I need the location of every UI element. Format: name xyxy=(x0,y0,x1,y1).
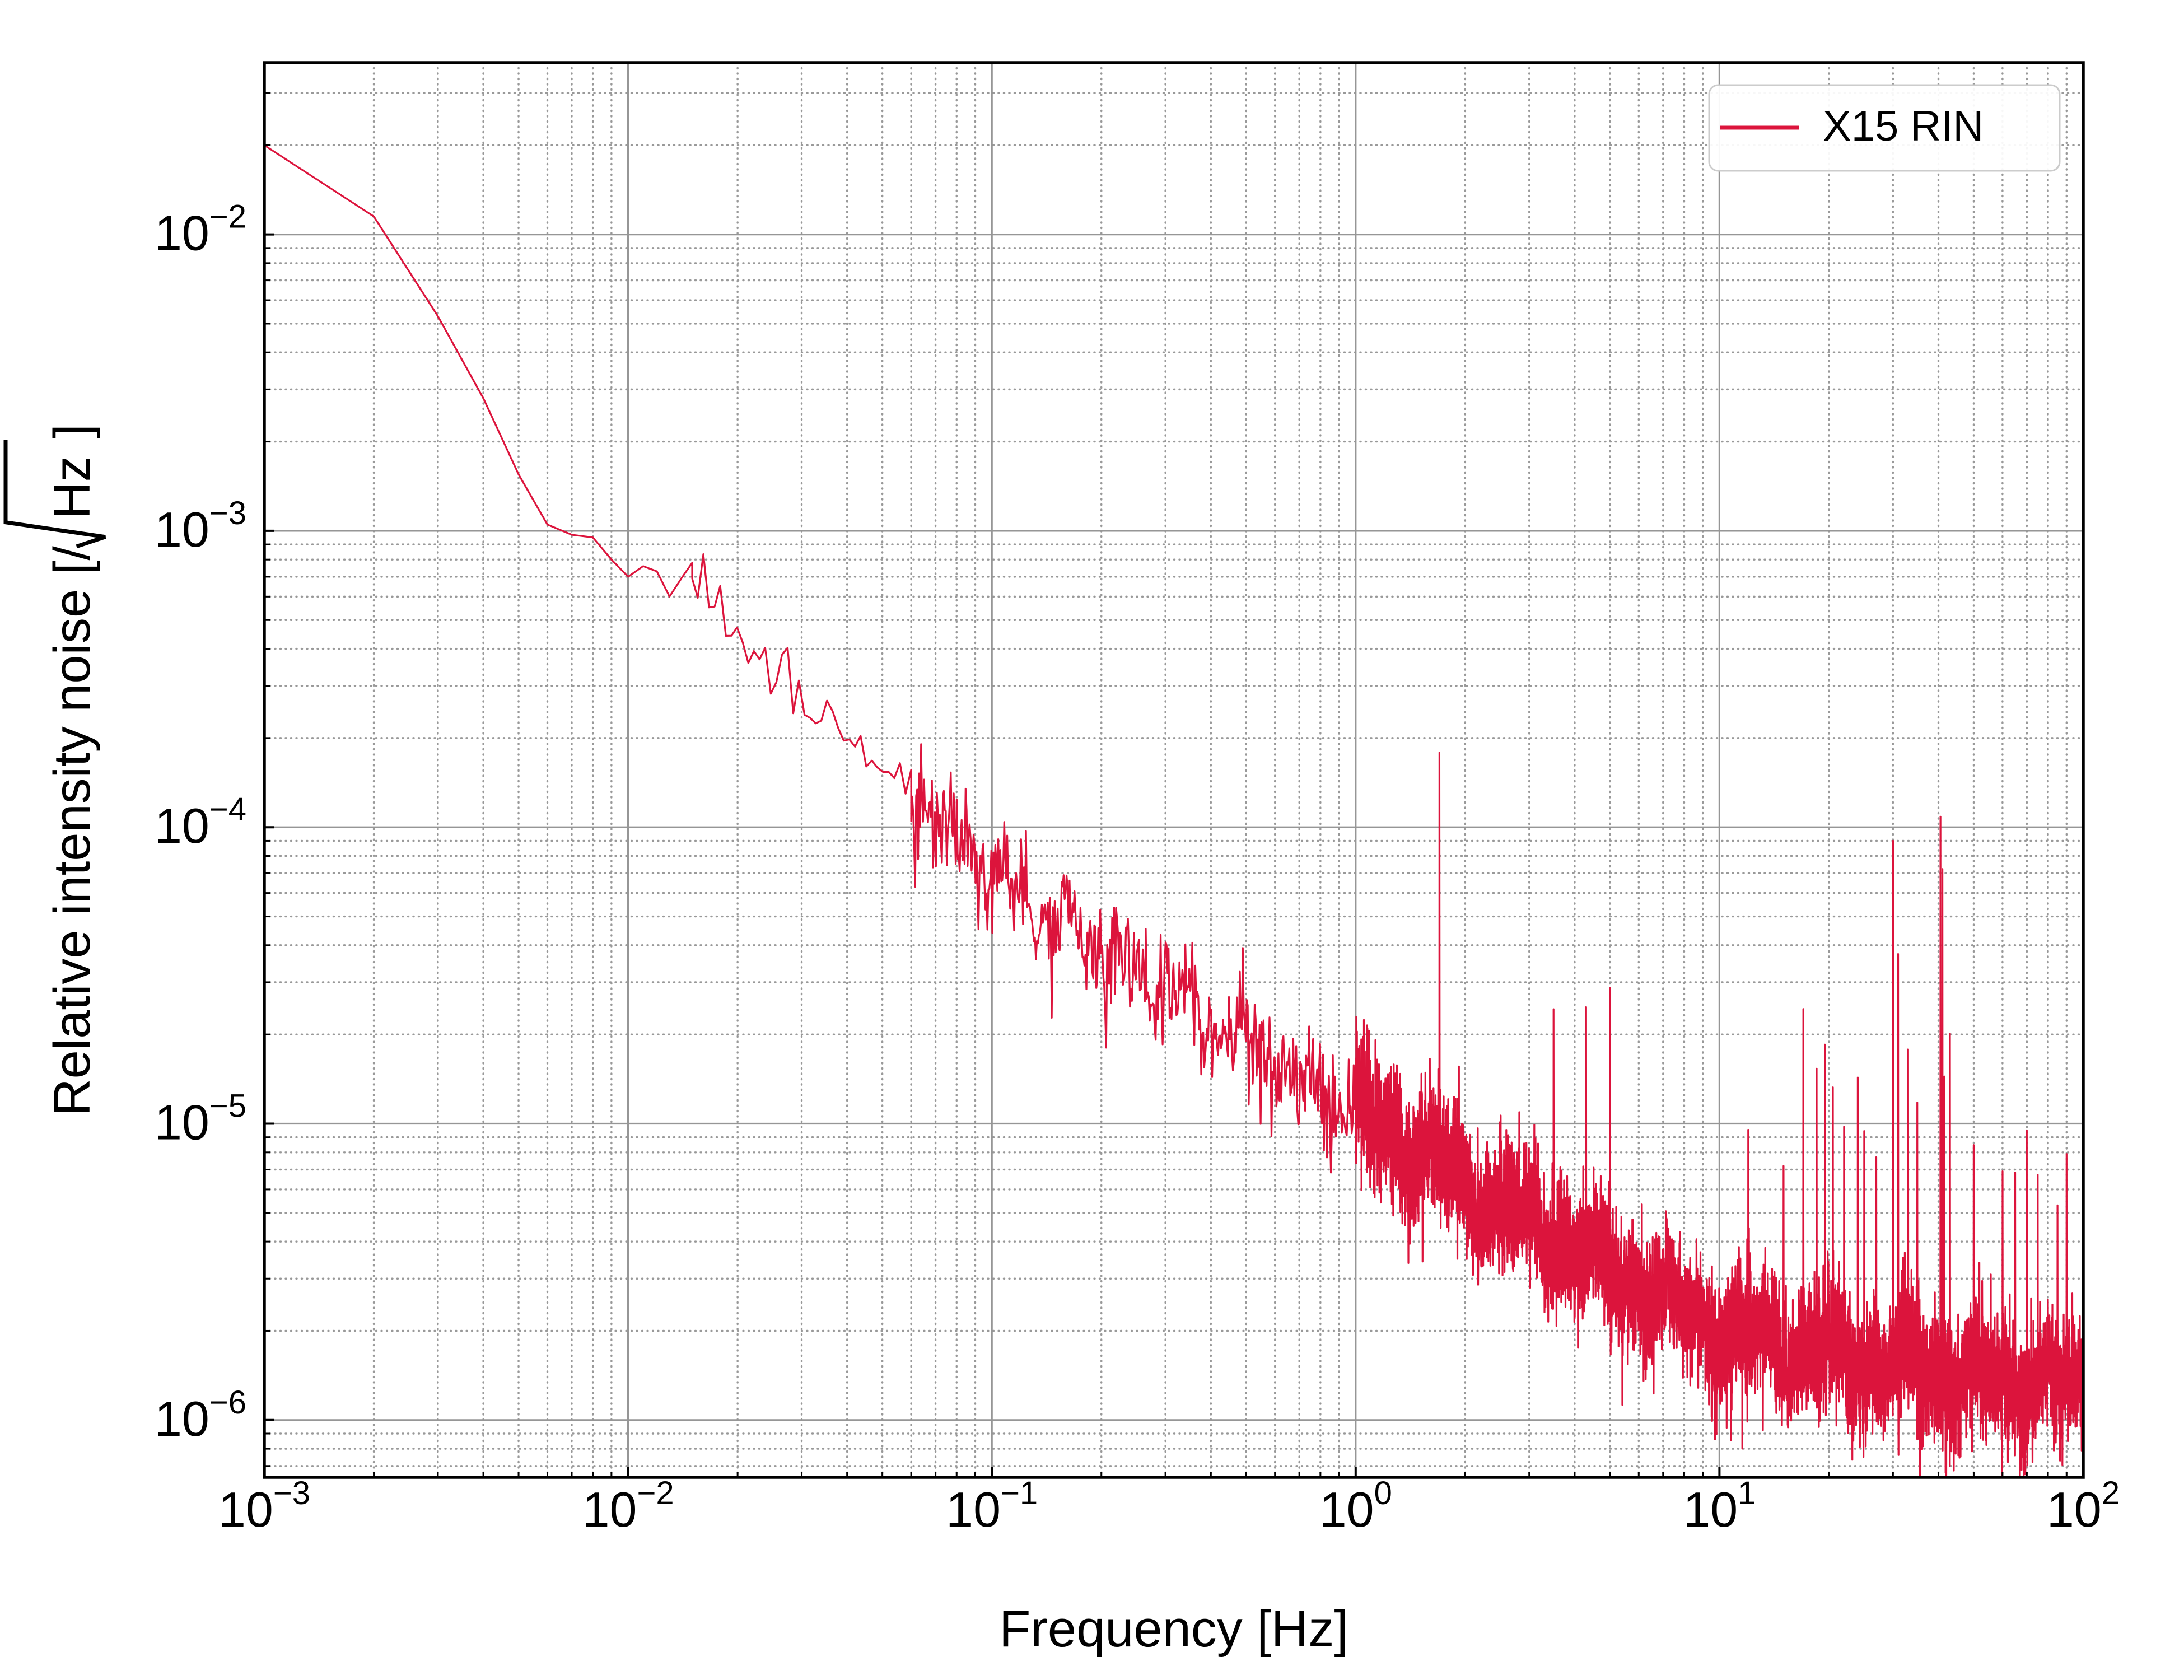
svg-text:Frequency [Hz]: Frequency [Hz] xyxy=(999,1600,1348,1658)
svg-text:]: ] xyxy=(44,424,101,438)
svg-text:X15 RIN: X15 RIN xyxy=(1823,102,1984,150)
svg-text:Relative intensity noise [/: Relative intensity noise [/ xyxy=(44,546,101,1116)
svg-text:Hz: Hz xyxy=(44,456,101,519)
